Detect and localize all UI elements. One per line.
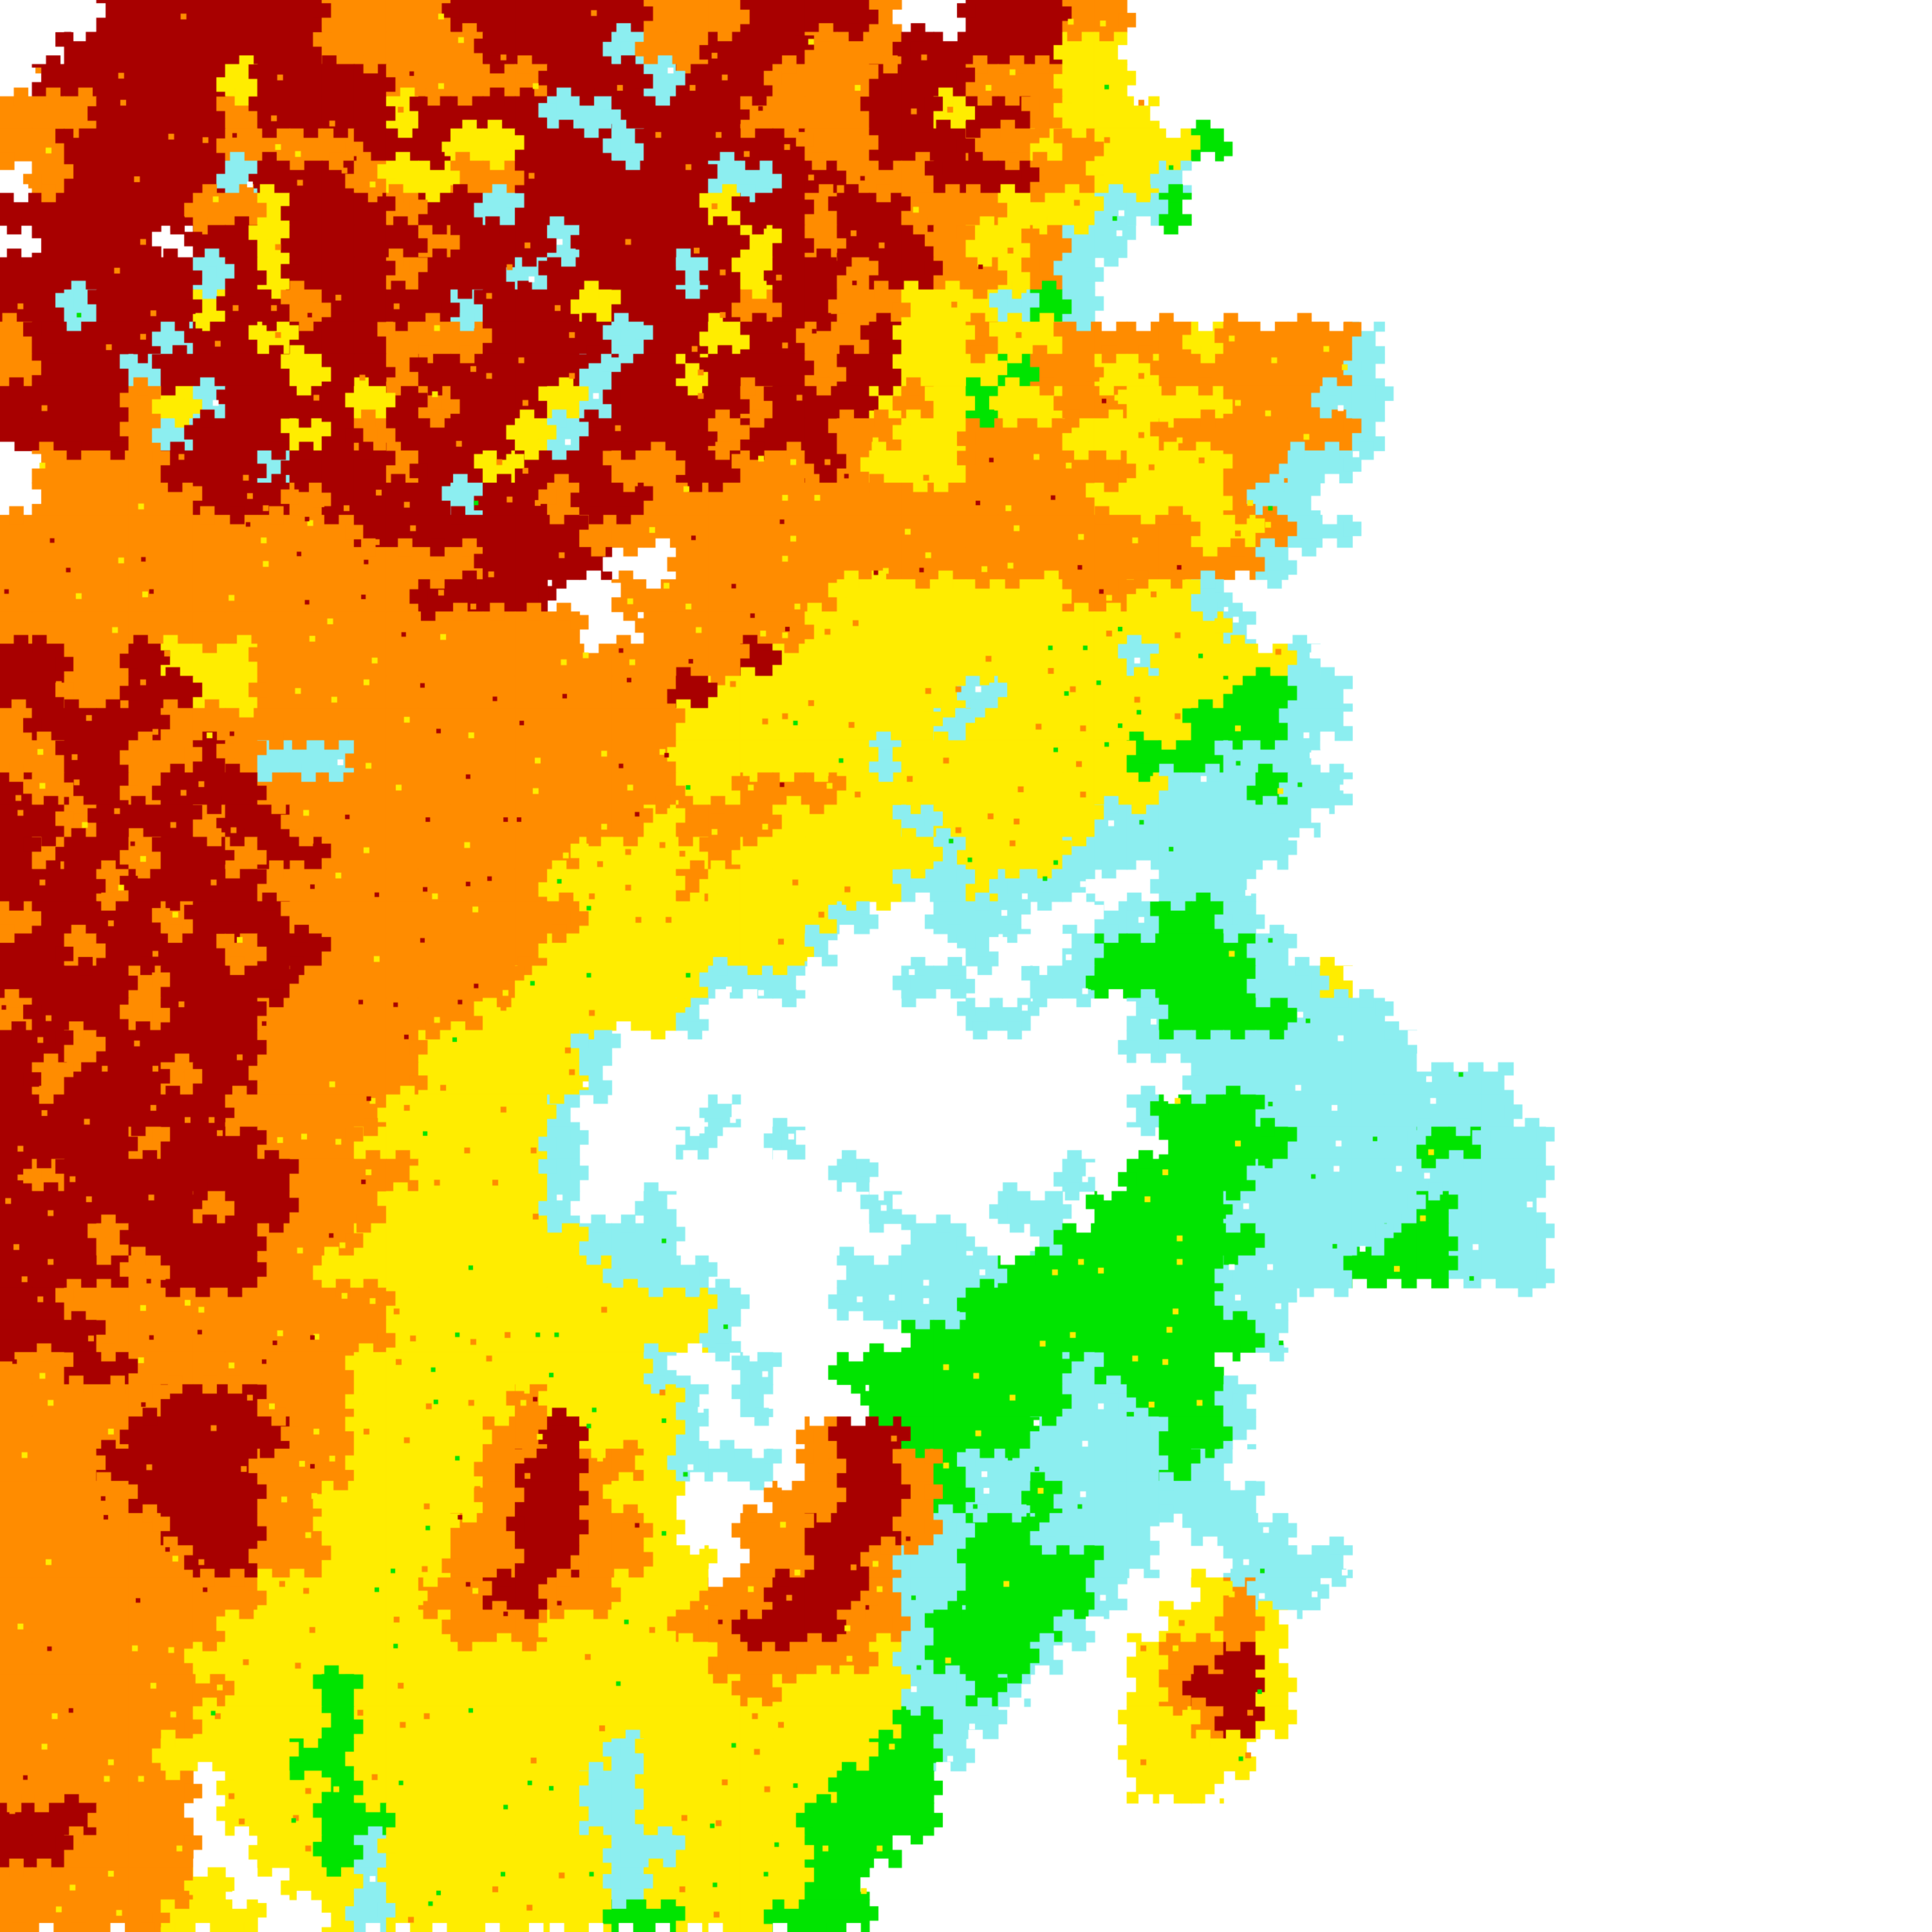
landcover-map <box>0 0 1932 1932</box>
landcover-raster-canvas <box>0 0 1932 1932</box>
